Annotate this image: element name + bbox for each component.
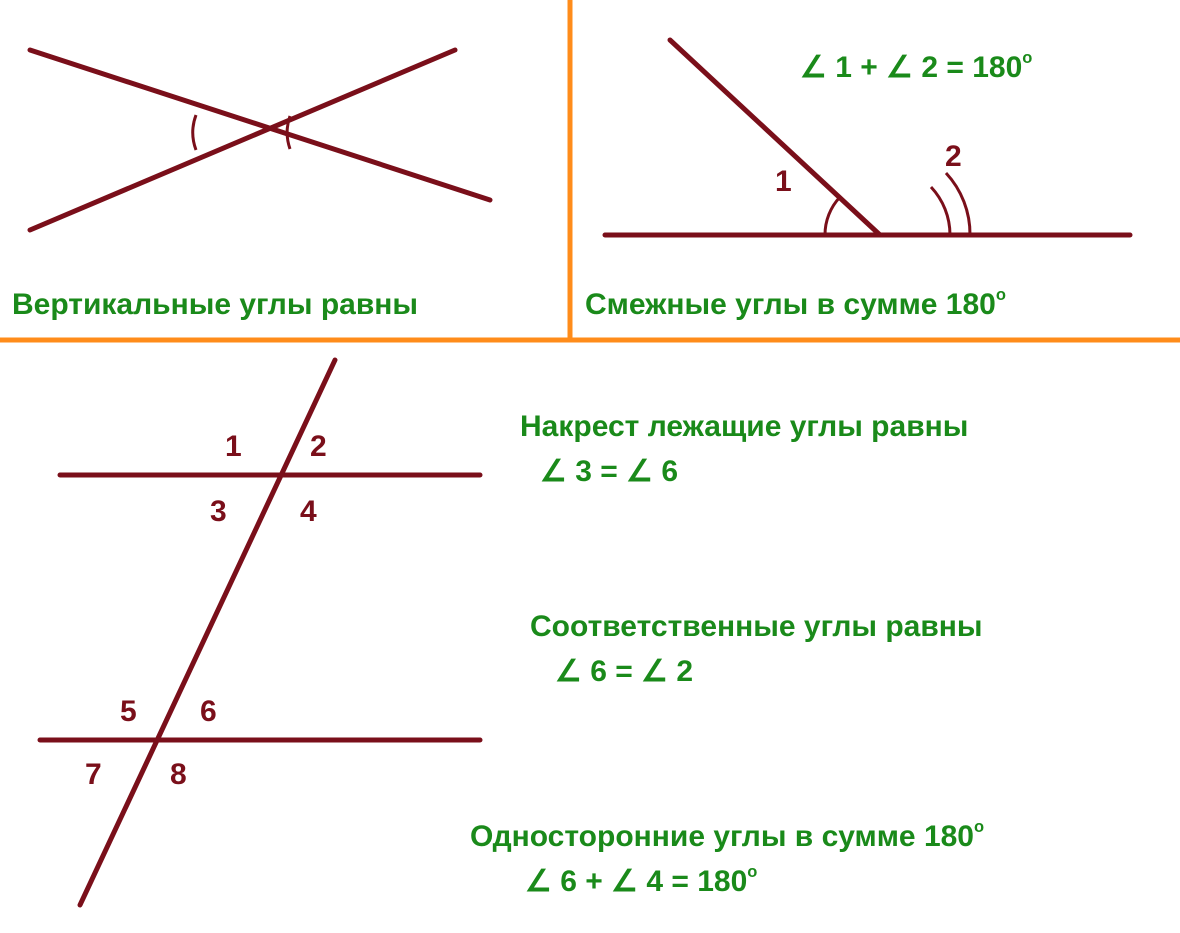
rule-formula: ∠ 6 = ∠ 2 <box>555 654 983 689</box>
panel-adjacent-angles: ∠ 1 + ∠ 2 = 180o 1 2 Смежные углы в сумм… <box>570 0 1180 340</box>
rule-alternate: Накрест лежащие углы равны ∠ 3 = ∠ 6 <box>520 410 968 489</box>
angle-label: 2 <box>310 430 327 464</box>
rule-title: Односторонние углы в сумме 180o <box>470 820 984 854</box>
degree-symbol: o <box>996 286 1006 304</box>
rule-title: Соответственные углы равны <box>530 610 983 644</box>
angle-label-2: 2 <box>945 140 962 174</box>
adjacent-angles-diagram <box>570 0 1180 280</box>
degree-symbol: o <box>747 863 757 881</box>
angle-label: 7 <box>85 758 102 792</box>
adjacent-angles-caption: Смежные углы в сумме 180o <box>585 288 1006 322</box>
rule-title-text: Односторонние углы в сумме 180 <box>470 820 974 853</box>
panel-parallel-lines: 1 2 3 4 5 6 7 8 Накрест лежащие углы рав… <box>0 340 1180 933</box>
angle-label-1: 1 <box>775 165 792 199</box>
rule-formula-text: ∠ 6 + ∠ 4 = 180 <box>525 865 747 898</box>
rule-cointerior: Односторонние углы в сумме 180o ∠ 6 + ∠ … <box>470 820 984 899</box>
panel-vertical-angles: Вертикальные углы равны <box>0 0 570 340</box>
angle-label: 5 <box>120 695 137 729</box>
rule-formula: ∠ 6 + ∠ 4 = 180o <box>525 864 984 899</box>
rule-formula: ∠ 3 = ∠ 6 <box>540 454 968 489</box>
adjacent-caption-text: Смежные углы в сумме 180 <box>585 288 996 321</box>
rule-title: Накрест лежащие углы равны <box>520 410 968 444</box>
angle-label: 8 <box>170 758 187 792</box>
vertical-angles-caption: Вертикальные углы равны <box>12 288 418 322</box>
angle-label: 4 <box>300 495 317 529</box>
parallel-lines-diagram <box>0 340 520 933</box>
vertical-angles-diagram <box>0 0 570 280</box>
angle-label: 6 <box>200 695 217 729</box>
degree-symbol: o <box>974 818 984 836</box>
angle-label: 3 <box>210 495 227 529</box>
rule-corresponding: Соответственные углы равны ∠ 6 = ∠ 2 <box>530 610 983 689</box>
angle-label: 1 <box>225 430 242 464</box>
